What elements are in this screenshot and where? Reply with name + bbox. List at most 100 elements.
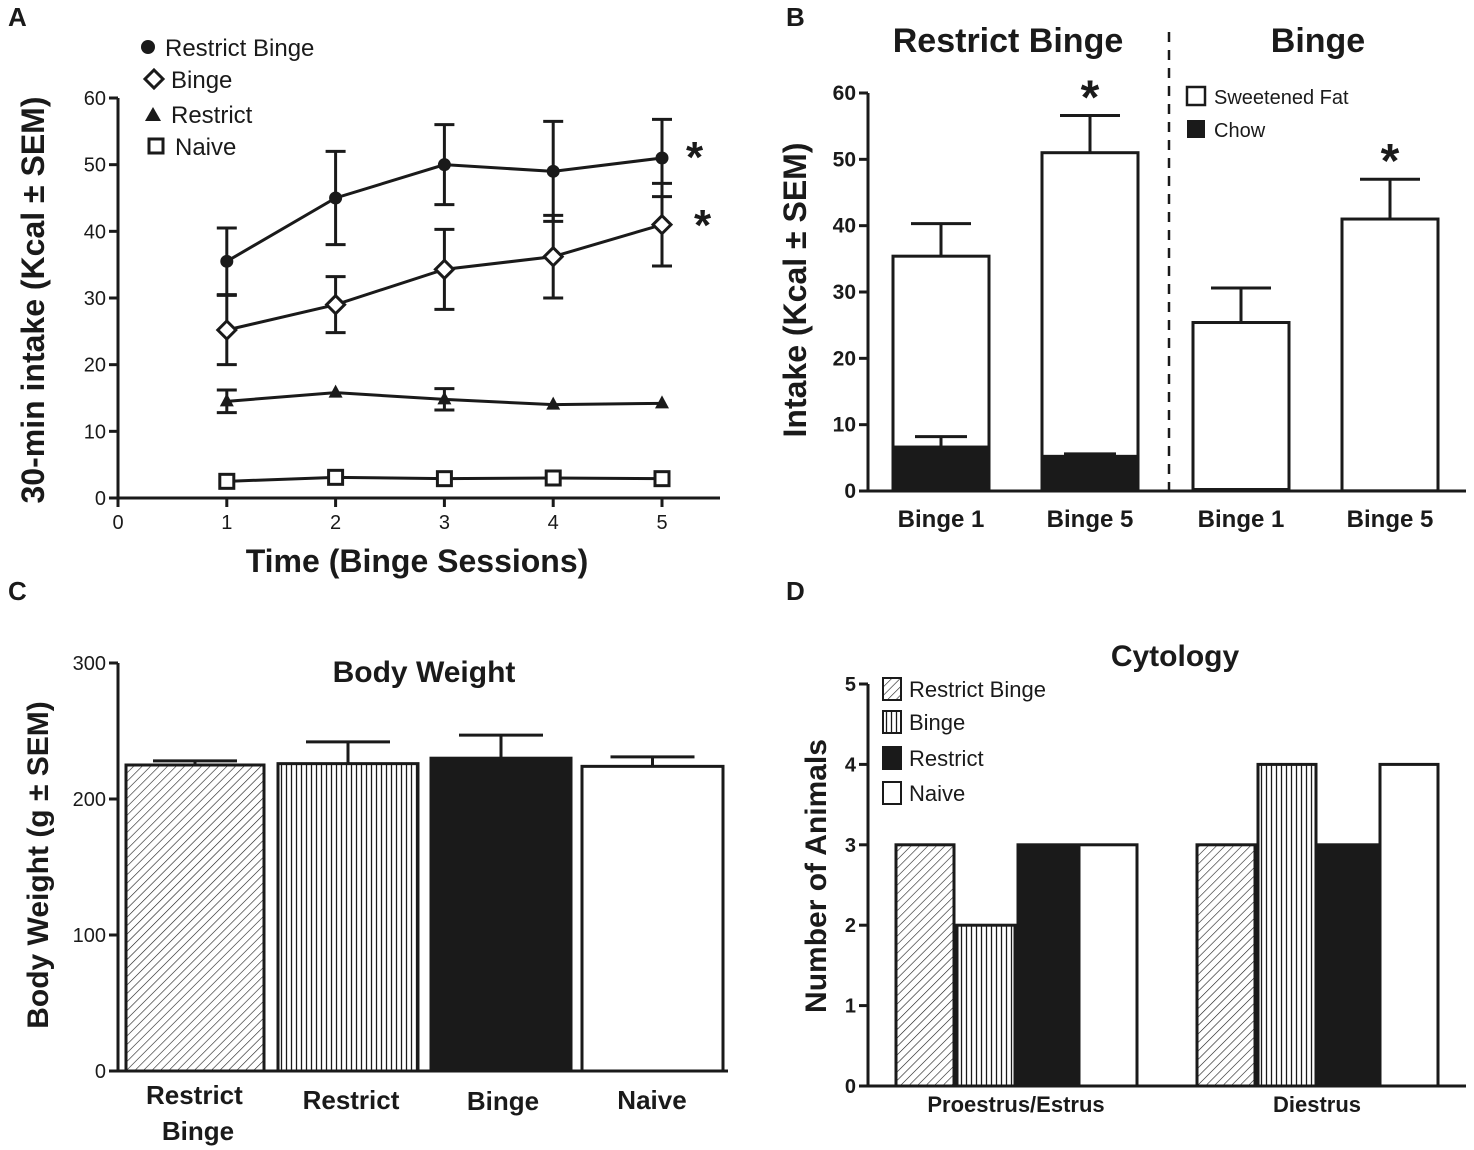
x-category-label: Binge 1 (898, 506, 985, 533)
y-tick-label: 3 (845, 835, 856, 857)
bar-chow (1192, 488, 1290, 493)
bar (429, 756, 573, 1073)
legend-entry-sweetened-fat: Sweetened Fat (1185, 85, 1349, 109)
y-tick-label: 0 (95, 1061, 106, 1083)
diagonal-hatch-swatch-icon (882, 677, 902, 701)
bar (1016, 843, 1078, 1088)
x-tick-label: 5 (656, 512, 667, 534)
y-tick-label: 4 (845, 754, 857, 776)
panel-a-line-chart: 0 10 20 30 40 50 60 0 1 2 3 4 5 Time (Binge Sessions… (15, 35, 720, 579)
panel-b-ylabel: Intake (Kcal ± SEM) (777, 143, 813, 438)
category-label: Binge (467, 1086, 539, 1116)
bar-sweetened-fat (1040, 151, 1140, 493)
y-tick-label: 100 (73, 925, 106, 947)
legend-label: Binge (171, 67, 232, 94)
bar (1378, 762, 1440, 1088)
data-point (328, 384, 343, 398)
bar (1256, 762, 1318, 1088)
black-swatch-icon (1187, 120, 1205, 138)
panel-label-a: A (8, 2, 27, 32)
bar-chow (1341, 489, 1439, 493)
group-title-binge: Binge (1271, 22, 1365, 60)
category-label: Restrict (303, 1085, 400, 1115)
legend-entry-restrict: Restrict (145, 102, 253, 129)
legend-label: Restrict (171, 102, 253, 129)
y-tick-label: 0 (845, 1076, 856, 1098)
y-tick-label: 10 (84, 421, 106, 443)
data-point (655, 151, 669, 165)
data-point (327, 468, 345, 486)
white-swatch-icon (882, 781, 902, 805)
legend-entry-chow: Chow (1187, 120, 1266, 142)
x-tick-label: 3 (439, 512, 450, 534)
vertical-hatch-swatch-icon (882, 710, 902, 734)
panel-d-ylabel: Number of Animals (800, 739, 833, 1013)
y-tick-label: 200 (73, 789, 106, 811)
y-tick-label: 20 (84, 355, 106, 377)
panel-b-bars: Binge 1 Binge 5 * Binge 1 Binge 5 * (891, 72, 1440, 533)
x-category-label: Binge 5 (1047, 506, 1134, 533)
y-tick-label: 50 (84, 155, 106, 177)
data-point (655, 395, 669, 409)
y-tick-label: 50 (833, 148, 856, 171)
data-point (437, 391, 452, 405)
square-marker-icon (147, 137, 165, 155)
x-tick-label: 2 (330, 512, 341, 534)
data-point (546, 396, 561, 410)
significance-star-restrict-binge: * (686, 133, 704, 182)
bar (580, 764, 725, 1073)
legend-label: Chow (1214, 120, 1266, 142)
legend-label: Restrict Binge (909, 677, 1046, 702)
bar-sweetened-fat (1340, 217, 1440, 493)
y-tick-label: 2 (845, 915, 856, 937)
x-tick-label: 1 (221, 512, 232, 534)
x-tick-label: 0 (112, 512, 123, 534)
data-point (218, 472, 236, 490)
panel-c-bar-chart: 0 100 200 300 Body Weight Body Weight (g ± … (22, 653, 728, 1146)
y-tick-label: 40 (833, 215, 856, 238)
bar (276, 762, 420, 1073)
panel-c-ylabel: Body Weight (g ± SEM) (22, 701, 55, 1029)
y-tick-label: 5 (845, 674, 856, 696)
y-tick-label: 30 (833, 281, 856, 304)
panel-a-legend: Restrict Binge Binge Restrict Naive (141, 35, 314, 161)
y-tick-label: 60 (833, 82, 856, 105)
category-label: Diestrus (1273, 1092, 1361, 1117)
panel-label-d: D (786, 576, 805, 606)
triangle-marker-icon (145, 107, 161, 121)
black-swatch-icon (882, 746, 902, 770)
data-point (546, 164, 560, 178)
legend-entry-restrict-binge: Restrict Binge (882, 677, 1046, 702)
panel-label-c: C (8, 576, 27, 606)
data-point (433, 258, 456, 281)
bar (1195, 843, 1257, 1088)
legend-label: Sweetened Fat (1214, 87, 1349, 109)
group-title-restrict-binge: Restrict Binge (893, 22, 1124, 60)
panel-b-legend: Sweetened Fat Chow (1185, 85, 1349, 142)
legend-entry-naive: Naive (147, 134, 236, 161)
data-point (435, 470, 453, 488)
y-tick-label: 1 (845, 996, 856, 1018)
bar (955, 923, 1017, 1088)
data-point (329, 191, 343, 205)
y-tick-label: 60 (84, 88, 106, 110)
panel-c-bars (124, 733, 725, 1073)
x-tick-label: 4 (548, 512, 559, 534)
bar (894, 843, 956, 1088)
y-tick-label: 0 (844, 480, 856, 503)
data-point (653, 470, 671, 488)
panel-d-grouped-bar-chart: 0 1 2 3 4 5 Cytology Number of Animals Proest… (800, 640, 1466, 1117)
legend-entry-binge: Binge (882, 710, 965, 735)
x-category-label: Binge 1 (1198, 506, 1285, 533)
legend-entry-binge: Binge (142, 67, 232, 94)
y-tick-label: 300 (73, 653, 106, 675)
data-point (542, 245, 565, 268)
legend-entry-restrict-binge: Restrict Binge (141, 35, 314, 62)
x-category-label: Binge 5 (1347, 506, 1434, 533)
data-point (324, 293, 347, 316)
y-tick-label: 40 (84, 221, 106, 243)
data-point (220, 254, 234, 268)
legend-entry-restrict: Restrict (882, 746, 984, 771)
